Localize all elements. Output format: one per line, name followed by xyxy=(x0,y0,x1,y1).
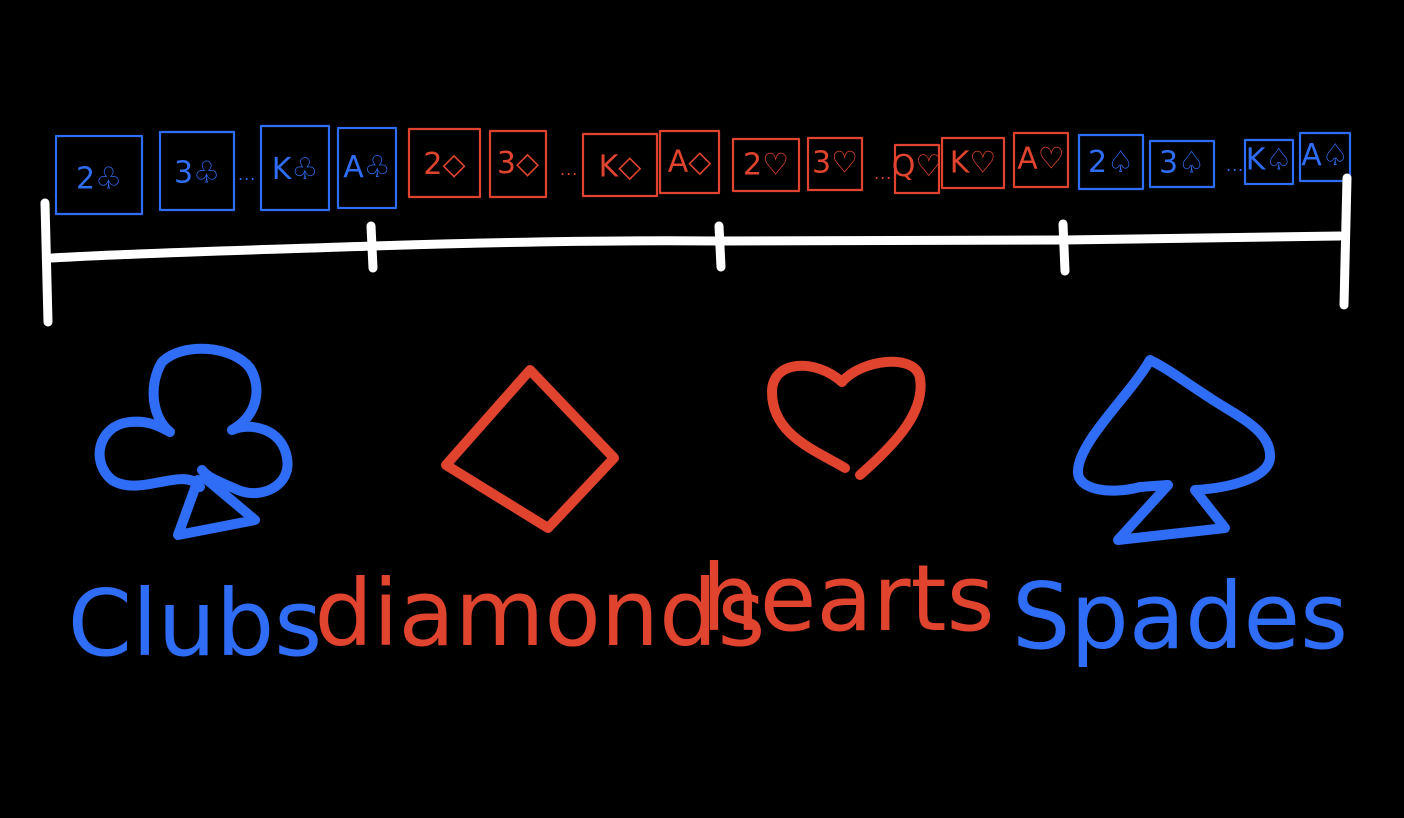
club-icon xyxy=(94,343,293,540)
card-hearts: A♡ xyxy=(1012,131,1070,189)
timeline-tick-3 xyxy=(1058,219,1070,276)
timeline xyxy=(40,173,1352,327)
card-label: K♡ xyxy=(950,145,997,180)
card-outline xyxy=(54,134,144,216)
heart-icon xyxy=(767,356,926,480)
timeline-tick-1 xyxy=(366,221,378,273)
card-outline xyxy=(259,124,331,212)
card-label: 3◇ xyxy=(497,146,539,181)
timeline-tick-2 xyxy=(714,221,726,272)
card-outline xyxy=(336,126,398,210)
card-label: K◇ xyxy=(599,150,642,185)
card-outline xyxy=(1243,138,1295,186)
card-spades: A♤ xyxy=(1298,131,1352,183)
ellipsis-text: ... xyxy=(560,160,578,179)
card-spades: 3♤ xyxy=(1148,139,1216,189)
card-hearts: Q♡ xyxy=(892,143,943,195)
card-outline xyxy=(1012,131,1070,189)
card-label: 2♤ xyxy=(1088,145,1134,180)
card-label: Q♡ xyxy=(892,149,943,184)
clubs-group: Clubs xyxy=(68,343,322,677)
card-label: A♡ xyxy=(1017,142,1064,177)
clubs-label: Clubs xyxy=(68,570,322,677)
card-label: A♧ xyxy=(343,150,390,185)
card-diamonds: 2◇ xyxy=(407,127,482,199)
ellipsis-text: ... xyxy=(238,165,256,184)
diamond-icon xyxy=(441,365,619,533)
timeline-axis xyxy=(47,231,1345,263)
timeline-tick-start xyxy=(40,198,53,327)
deck-ellipsis: ... xyxy=(238,165,256,184)
card-clubs: 2♧ xyxy=(54,134,144,216)
card-diamonds: K◇ xyxy=(581,132,659,198)
card-outline xyxy=(658,129,721,195)
card-label: 3♡ xyxy=(812,146,858,181)
card-outline xyxy=(407,127,482,199)
card-diamonds: 3◇ xyxy=(488,129,548,199)
hearts-label: hearts xyxy=(701,545,994,652)
card-hearts: K♡ xyxy=(940,136,1006,190)
spade-icon xyxy=(1073,355,1275,545)
card-outline xyxy=(731,137,801,193)
deck-ellipsis: ... xyxy=(1226,156,1244,175)
card-outline xyxy=(1298,131,1352,183)
card-label: A♤ xyxy=(1301,138,1348,173)
card-outline xyxy=(1077,133,1145,191)
card-label: 2♧ xyxy=(76,162,122,197)
card-clubs: 3♧ xyxy=(158,130,236,212)
ellipsis-text: ... xyxy=(1226,156,1244,175)
card-label: K♧ xyxy=(272,152,319,187)
card-label: 2♡ xyxy=(743,148,789,183)
card-label: 3♤ xyxy=(1159,146,1205,181)
card-outline xyxy=(806,136,864,192)
card-spades: 2♤ xyxy=(1077,133,1145,191)
card-label: 3♧ xyxy=(174,156,220,191)
diamonds-group: diamonds xyxy=(315,365,766,667)
card-outline xyxy=(1148,139,1216,189)
card-hearts: 2♡ xyxy=(731,137,801,193)
card-label: 2◇ xyxy=(423,147,465,182)
hearts-group: hearts xyxy=(701,356,995,652)
card-hearts: 3♡ xyxy=(806,136,864,192)
card-clubs: K♧ xyxy=(259,124,331,212)
deck-ellipsis: ... xyxy=(874,164,892,183)
ellipsis-text: ... xyxy=(874,164,892,183)
card-label: A◇ xyxy=(668,144,712,179)
card-label: K♤ xyxy=(1246,143,1293,178)
card-clubs: A♧ xyxy=(336,126,398,210)
card-outline xyxy=(488,129,548,199)
diamonds-label: diamonds xyxy=(315,560,766,667)
card-outline xyxy=(158,130,236,212)
timeline-tick-end xyxy=(1339,173,1352,310)
card-outline xyxy=(581,132,659,198)
deck-row: 2♧ 3♧... K♧ A♧ 2◇ 3◇... K◇ A◇ 2♡ 3♡... Q♡ K♡ A♡ 2♤ 3♤.… xyxy=(54,124,1352,216)
card-outline xyxy=(893,143,941,195)
spades-group: Spades xyxy=(1012,355,1348,670)
card-spades: K♤ xyxy=(1243,138,1295,186)
card-diamonds: A◇ xyxy=(658,129,721,195)
spades-label: Spades xyxy=(1012,563,1348,670)
deck-ellipsis: ... xyxy=(560,160,578,179)
card-outline xyxy=(940,136,1006,190)
